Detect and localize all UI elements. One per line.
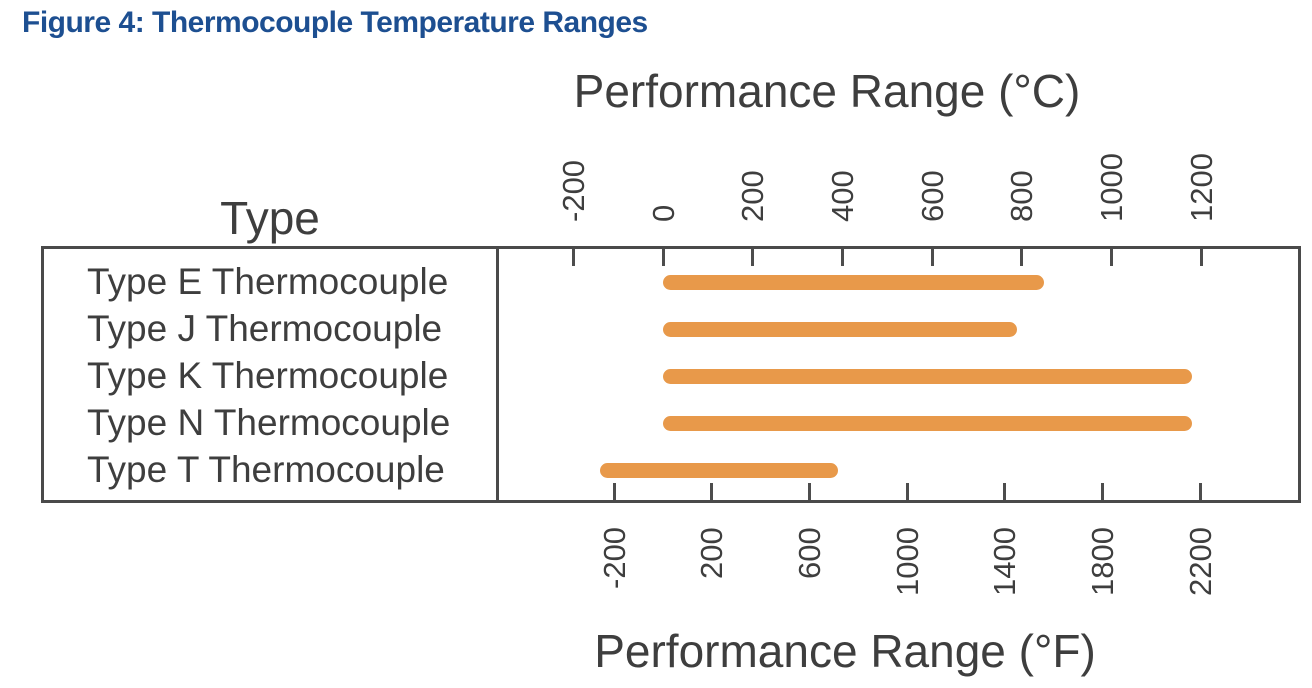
chart-frame: [41, 246, 1301, 503]
bottom-axis-title: Performance Range (°F): [594, 625, 1096, 677]
c-axis-tick: [1109, 249, 1113, 266]
c-axis-tick: [661, 249, 665, 266]
top-axis-title: Performance Range (°C): [573, 65, 1081, 117]
c-axis-tick: [840, 249, 844, 266]
f-axis-tick-label: 600: [791, 527, 827, 579]
c-axis-tick: [1199, 249, 1203, 266]
c-axis-tick-label: -200: [555, 159, 591, 222]
c-axis-tick-label: 1200: [1183, 153, 1219, 222]
c-axis-tick: [751, 249, 755, 266]
row-label: Type K Thermocouple: [87, 355, 449, 396]
c-axis-tick: [930, 249, 934, 266]
row-label: Type N Thermocouple: [87, 402, 451, 443]
range-bar: [663, 321, 1018, 337]
row-label: Type E Thermocouple: [87, 261, 449, 302]
range-bar: [663, 274, 1045, 290]
row-label: Type T Thermocouple: [87, 449, 445, 490]
f-axis-tick: [905, 483, 909, 500]
f-axis-tick-label: -200: [596, 526, 632, 589]
f-axis-tick-label: 200: [694, 527, 730, 579]
row-label: Type J Thermocouple: [87, 308, 443, 349]
f-axis-tick: [710, 483, 714, 500]
c-axis-tick: [571, 249, 575, 266]
c-axis-tick-label: 400: [824, 170, 860, 222]
f-axis-tick-label: 1800: [1085, 527, 1121, 596]
c-axis-tick-label: 200: [735, 170, 771, 222]
f-axis-tick: [612, 483, 616, 500]
f-axis-tick: [1198, 483, 1202, 500]
c-axis-tick-label: 600: [914, 170, 950, 222]
f-axis-tick: [807, 483, 811, 500]
figure-title: Figure 4: Thermocouple Temperature Range…: [22, 6, 648, 39]
f-axis-tick-label: 2200: [1182, 527, 1218, 596]
f-axis-tick: [1101, 483, 1105, 500]
c-axis-tick-label: 1000: [1093, 153, 1129, 222]
c-axis-tick-label: 800: [1004, 170, 1040, 222]
f-axis-tick-label: 1400: [987, 527, 1023, 596]
f-axis-tick-label: 1000: [889, 527, 925, 596]
c-axis-tick-label: 0: [645, 204, 681, 222]
range-bar: [600, 462, 838, 478]
range-bar: [663, 415, 1193, 431]
range-bar: [663, 368, 1193, 384]
c-axis-tick: [1020, 249, 1024, 266]
type-column-divider: [496, 246, 499, 503]
f-axis-tick: [1003, 483, 1007, 500]
type-column-header: Type: [220, 192, 320, 244]
